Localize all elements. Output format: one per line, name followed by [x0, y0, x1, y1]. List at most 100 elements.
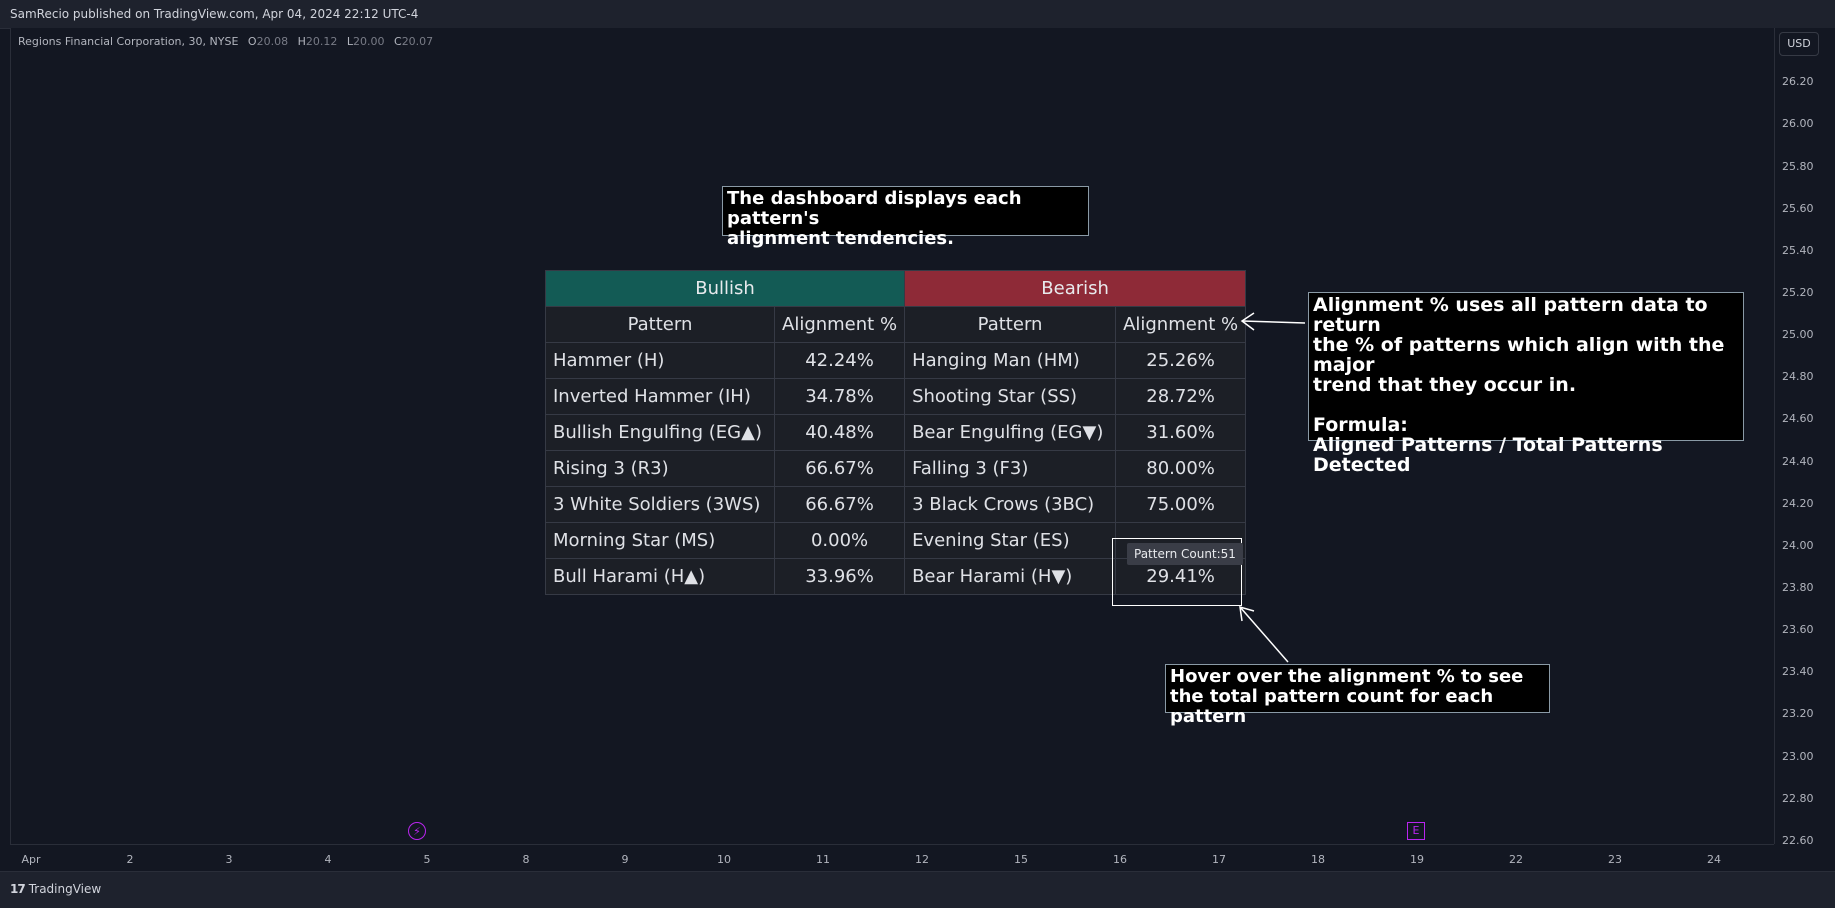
bull-pattern-cell: 3 White Soldiers (3WS) [545, 486, 775, 523]
time-tick: 24 [1707, 853, 1721, 866]
bull-pattern-cell: Inverted Hammer (IH) [545, 378, 775, 415]
time-tick: 9 [621, 853, 629, 866]
time-tick: 16 [1113, 853, 1127, 866]
bull-alignment-cell[interactable]: 66.67% [773, 486, 906, 523]
bullish-header: Bullish [544, 270, 906, 307]
price-tick: 22.60 [1782, 834, 1814, 847]
price-tick: 24.60 [1782, 412, 1814, 425]
table-row: Inverted Hammer (IH) 34.78% Shooting Sta… [545, 378, 1247, 415]
tradingview-logo-icon: 17 [10, 882, 26, 896]
earnings-event-icon[interactable]: E [1407, 822, 1425, 840]
brand-name: TradingView [28, 882, 102, 896]
close-value: 20.07 [401, 35, 434, 48]
time-tick: 12 [915, 853, 929, 866]
column-header-pattern: Pattern [904, 306, 1117, 343]
table-row: Hammer (H) 42.24% Hanging Man (HM) 25.26… [545, 342, 1247, 379]
bull-pattern-cell: Rising 3 (R3) [545, 450, 775, 487]
column-header-pattern: Pattern [545, 306, 775, 343]
price-tick: 24.80 [1782, 370, 1814, 383]
bear-pattern-cell: Shooting Star (SS) [904, 378, 1117, 415]
time-tick: 10 [717, 853, 731, 866]
bull-pattern-cell: Bull Harami (H▲) [545, 558, 775, 595]
note-alignment-formula[interactable]: Alignment % uses all pattern data to ret… [1308, 292, 1744, 475]
time-tick: Apr [21, 853, 41, 866]
table-row: Rising 3 (R3) 66.67% Falling 3 (F3) 80.0… [545, 450, 1247, 487]
price-axis[interactable] [1774, 28, 1835, 844]
low-label: L [346, 35, 353, 48]
tradingview-logo[interactable]: 17 TradingView [10, 882, 101, 896]
price-tick: 22.80 [1782, 792, 1814, 805]
bear-pattern-cell: Evening Star (ES) [904, 522, 1117, 559]
price-tick: 23.60 [1782, 623, 1814, 636]
note-dashboard-description[interactable]: The dashboard displays each pattern's al… [722, 186, 1089, 249]
publisher-text: SamRecio published on TradingView.com, A… [10, 7, 419, 21]
table-row: 3 White Soldiers (3WS) 66.67% 3 Black Cr… [545, 486, 1247, 523]
symbol-legend[interactable]: Regions Financial Corporation, 30, NYSE … [18, 35, 433, 48]
price-tick: 26.00 [1782, 117, 1814, 130]
bear-pattern-cell: 3 Black Crows (3BC) [904, 486, 1117, 523]
bear-alignment-cell[interactable]: 25.26% [1115, 342, 1247, 379]
high-value: 20.12 [305, 35, 338, 48]
open-label: O [247, 35, 257, 48]
time-tick: 8 [522, 853, 530, 866]
bull-alignment-cell[interactable]: 66.67% [773, 450, 906, 487]
note-hover-hint[interactable]: Hover over the alignment % to see the to… [1165, 664, 1550, 727]
price-tick: 24.00 [1782, 539, 1814, 552]
time-axis[interactable] [10, 844, 1774, 872]
bull-pattern-cell: Morning Star (MS) [545, 522, 775, 559]
price-tick: 25.80 [1782, 160, 1814, 173]
price-tick: 25.00 [1782, 328, 1814, 341]
bear-alignment-cell[interactable]: 31.60% [1115, 414, 1247, 451]
price-tick: 24.40 [1782, 455, 1814, 468]
price-tick: 24.20 [1782, 497, 1814, 510]
bear-pattern-cell: Falling 3 (F3) [904, 450, 1117, 487]
price-tick: 26.20 [1782, 75, 1814, 88]
time-tick: 4 [324, 853, 332, 866]
symbol-title: Regions Financial Corporation, 30, NYSE [18, 35, 239, 48]
bear-pattern-cell: Hanging Man (HM) [904, 342, 1117, 379]
bull-alignment-cell[interactable]: 34.78% [773, 378, 906, 415]
time-tick: 23 [1608, 853, 1622, 866]
table-row: Bull Harami (H▲) 33.96% Bear Harami (H▼)… [545, 558, 1247, 595]
currency-button[interactable]: USD [1779, 32, 1819, 56]
time-tick: 22 [1509, 853, 1523, 866]
bear-pattern-cell: Bear Harami (H▼) [904, 558, 1117, 595]
time-tick: 17 [1212, 853, 1226, 866]
bear-alignment-cell[interactable]: 28.72% [1115, 378, 1247, 415]
bull-alignment-cell[interactable]: 33.96% [773, 558, 906, 595]
lightning-icon[interactable]: ⚡ [408, 822, 426, 840]
time-tick: 3 [225, 853, 233, 866]
time-tick: 18 [1311, 853, 1325, 866]
bear-pattern-cell: Bear Engulfing (EG▼) [904, 414, 1117, 451]
bull-pattern-cell: Hammer (H) [545, 342, 775, 379]
price-tick: 25.40 [1782, 244, 1814, 257]
price-tick: 23.00 [1782, 750, 1814, 763]
time-tick: 15 [1014, 853, 1028, 866]
price-tick: 23.20 [1782, 707, 1814, 720]
close-label: C [394, 35, 402, 48]
price-tick: 25.20 [1782, 286, 1814, 299]
price-tick: 25.60 [1782, 202, 1814, 215]
high-label: H [297, 35, 306, 48]
table-row: Bullish Engulfing (EG▲) 40.48% Bear Engu… [545, 414, 1247, 451]
column-header-alignment: Alignment % [1115, 306, 1247, 343]
low-value: 20.00 [353, 35, 385, 48]
time-tick: 11 [816, 853, 830, 866]
open-value: 20.08 [256, 35, 289, 48]
price-tick: 23.40 [1782, 665, 1814, 678]
bear-alignment-cell[interactable]: 75.00% [1115, 486, 1247, 523]
bull-pattern-cell: Bullish Engulfing (EG▲) [545, 414, 775, 451]
hover-highlight-box [1112, 538, 1242, 606]
time-tick: 2 [126, 853, 134, 866]
column-header-alignment: Alignment % [773, 306, 906, 343]
price-tick: 23.80 [1782, 581, 1814, 594]
bull-alignment-cell[interactable]: 40.48% [773, 414, 906, 451]
footer-bar [0, 871, 1835, 908]
arrow-to-alignment-header [1240, 312, 1306, 331]
pattern-count-tooltip: Pattern Count:51 [1127, 543, 1243, 565]
time-tick: 5 [423, 853, 431, 866]
bearish-header: Bearish [904, 270, 1247, 307]
bull-alignment-cell[interactable]: 0.00% [773, 522, 906, 559]
arrow-to-hover-box [1239, 605, 1289, 663]
